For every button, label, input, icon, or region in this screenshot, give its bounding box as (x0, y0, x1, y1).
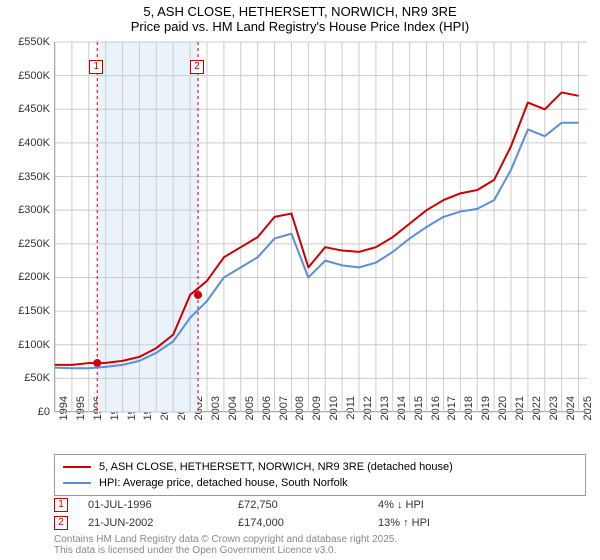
chart-marker-number: 1 (89, 60, 103, 74)
footnote-line: This data is licensed under the Open Gov… (54, 545, 397, 556)
y-tick-label: £200K (4, 271, 50, 283)
footnote-line: Contains HM Land Registry data © Crown c… (54, 534, 397, 545)
footnote: Contains HM Land Registry data © Crown c… (54, 534, 397, 556)
legend-swatch (63, 482, 91, 484)
marker-date: 21-JUN-2002 (88, 517, 238, 529)
y-tick-label: £300K (4, 204, 50, 216)
y-tick-label: £100K (4, 339, 50, 351)
legend-swatch (63, 466, 91, 468)
marker-number-box: 2 (54, 516, 68, 530)
title-block: 5, ASH CLOSE, HETHERSETT, NORWICH, NR9 3… (0, 0, 600, 36)
legend-item: HPI: Average price, detached house, Sout… (63, 475, 577, 491)
y-tick-label: £50K (4, 372, 50, 384)
y-tick-label: £450K (4, 103, 50, 115)
legend-label: 5, ASH CLOSE, HETHERSETT, NORWICH, NR9 3… (99, 461, 453, 473)
marker-pct: 4% ↓ HPI (378, 499, 518, 511)
marker-row: 2 21-JUN-2002 £174,000 13% ↑ HPI (54, 514, 586, 532)
title-line-1: 5, ASH CLOSE, HETHERSETT, NORWICH, NR9 3… (0, 4, 600, 19)
marker-price: £174,000 (238, 517, 378, 529)
marker-number-box: 1 (54, 498, 68, 512)
y-tick-label: £550K (4, 36, 50, 48)
legend-label: HPI: Average price, detached house, Sout… (99, 477, 348, 489)
chart-svg (55, 42, 587, 412)
marker-pct: 13% ↑ HPI (378, 517, 518, 529)
marker-table: 1 01-JUL-1996 £72,750 4% ↓ HPI 2 21-JUN-… (54, 496, 586, 532)
y-tick-label: £250K (4, 238, 50, 250)
title-line-2: Price paid vs. HM Land Registry's House … (0, 19, 600, 34)
y-tick-label: £150K (4, 305, 50, 317)
y-tick-label: £350K (4, 171, 50, 183)
marker-row: 1 01-JUL-1996 £72,750 4% ↓ HPI (54, 496, 586, 514)
legend-item: 5, ASH CLOSE, HETHERSETT, NORWICH, NR9 3… (63, 459, 577, 475)
y-tick-label: £0 (4, 406, 50, 418)
marker-price: £72,750 (238, 499, 378, 511)
legend: 5, ASH CLOSE, HETHERSETT, NORWICH, NR9 3… (54, 454, 586, 496)
chart-container: 5, ASH CLOSE, HETHERSETT, NORWICH, NR9 3… (0, 0, 600, 560)
y-tick-label: £500K (4, 70, 50, 82)
chart-plot-area (54, 42, 586, 412)
marker-date: 01-JUL-1996 (88, 499, 238, 511)
y-tick-label: £400K (4, 137, 50, 149)
chart-marker-number: 2 (190, 60, 204, 74)
